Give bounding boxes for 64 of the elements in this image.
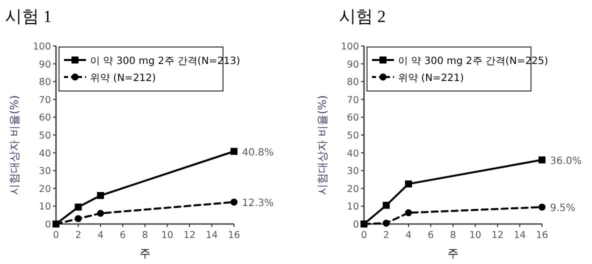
y-tick-label: 30 (346, 166, 359, 178)
y-tick-label: 50 (346, 130, 359, 142)
point (405, 209, 412, 216)
y-tick-label: 100 (340, 42, 359, 52)
chart-title: 시험 1 (5, 7, 52, 26)
point (538, 204, 546, 211)
x-tick-label: 10 (469, 230, 482, 241)
point (97, 210, 104, 217)
point (382, 202, 390, 209)
y-tick-label: 100 (32, 42, 51, 52)
y-axis-title: 시험대상자 비율(%) (8, 95, 21, 195)
x-tick-label: 8 (450, 230, 456, 241)
y-tick-label: 10 (346, 202, 359, 213)
x-axis-title: 주 (140, 247, 150, 260)
x-tick-label: 6 (120, 230, 126, 241)
y-tick-label: 30 (38, 166, 51, 178)
legend-label: 위약 (N=221) (398, 73, 464, 84)
y-tick-label: 60 (346, 112, 359, 124)
point (74, 215, 82, 222)
x-tick-label: 12 (183, 230, 196, 241)
y-tick-label: 80 (346, 77, 359, 88)
y-tick-label: 60 (38, 112, 51, 124)
y-axis-title: 시험대상자 비율(%) (316, 95, 329, 195)
y-tick-label: 40 (38, 148, 51, 160)
y-tick-label: 20 (346, 184, 359, 195)
x-tick-label: 2 (75, 230, 82, 241)
y-tick-label: 70 (38, 94, 51, 106)
x-tick-label: 14 (514, 230, 526, 241)
y-tick-label: 50 (38, 130, 51, 142)
y-tick-label: 90 (38, 59, 51, 70)
data-label: 9.5% (550, 203, 576, 214)
x-tick-label: 12 (491, 230, 504, 241)
x-tick-label: 2 (383, 230, 390, 241)
point (230, 198, 238, 206)
point (405, 180, 412, 188)
x-tick-label: 6 (428, 230, 434, 241)
data-label: 40.8% (242, 147, 274, 158)
point (230, 148, 238, 155)
legend-label: 위약 (N=212) (90, 73, 156, 84)
x-tick-label: 16 (228, 230, 240, 241)
y-tick-label: 20 (38, 184, 51, 195)
y-tick-label: 0 (352, 220, 359, 230)
x-tick-label: 0 (52, 230, 60, 241)
x-tick-label: 14 (206, 230, 218, 241)
x-tick-label: 16 (536, 230, 548, 241)
y-tick-label: 90 (346, 59, 359, 70)
y-tick-label: 0 (44, 220, 51, 230)
y-tick-label: 70 (346, 94, 359, 106)
y-tick-label: 40 (346, 148, 359, 160)
data-label: 36.0% (550, 156, 582, 167)
data-label: 12.3% (242, 198, 274, 210)
x-tick-label: 8 (142, 230, 148, 241)
point (382, 220, 390, 227)
x-tick-label: 0 (360, 230, 368, 241)
chart-title: 시험 2 (339, 7, 386, 26)
point (538, 156, 546, 164)
x-tick-label: 4 (97, 230, 104, 241)
point (97, 192, 104, 200)
y-tick-label: 10 (38, 202, 51, 213)
y-tick-label: 80 (38, 77, 51, 88)
x-tick-label: 10 (161, 230, 174, 241)
x-tick-label: 4 (405, 230, 412, 241)
x-axis-title: 주 (448, 247, 458, 260)
point (74, 204, 82, 211)
